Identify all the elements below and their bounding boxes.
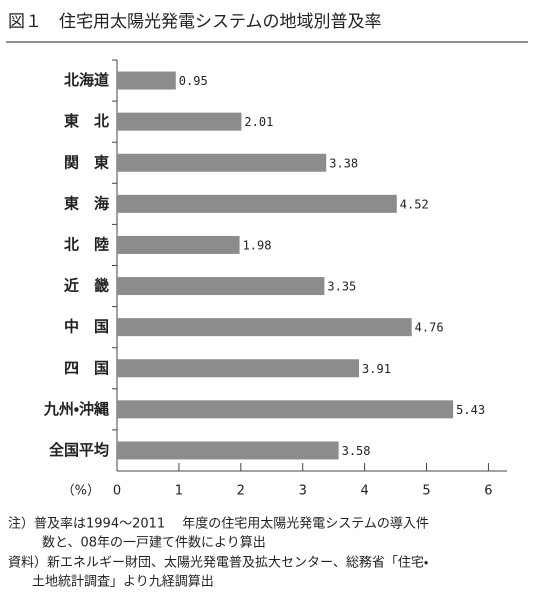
y-tick-label: 東 北 xyxy=(64,112,109,130)
chart-title: 図１ 住宅用太陽光発電システムの地域別普及率 xyxy=(8,12,382,32)
x-tick-label: 2 xyxy=(237,484,245,499)
y-tick-label: 関 東 xyxy=(64,153,109,171)
data-label: 4.52 xyxy=(400,197,429,211)
y-tick-label: 北海道 xyxy=(64,71,109,89)
x-tick-label: 5 xyxy=(422,484,430,499)
data-label: 1.98 xyxy=(243,238,272,252)
y-tick-label: 四 国 xyxy=(64,359,109,377)
bar xyxy=(117,441,339,460)
source-line: 資料）新エネルギー財団、太陽光発電普及拡大センター、総務省「住宅・ xyxy=(8,556,428,571)
data-label: 3.35 xyxy=(327,280,356,294)
x-tick-label: 3 xyxy=(299,484,307,499)
y-tick-label: 東 海 xyxy=(64,194,109,212)
data-label: 4.76 xyxy=(415,321,444,335)
x-tick-label: 6 xyxy=(484,484,492,499)
y-tick-label: 近 畿 xyxy=(64,277,109,295)
data-label: 3.38 xyxy=(329,156,358,170)
bar xyxy=(117,235,240,254)
bar xyxy=(117,318,412,337)
y-tick-label: 中 国 xyxy=(64,318,109,336)
y-tick-label: 九州・沖縄 xyxy=(43,400,109,418)
data-label: 3.91 xyxy=(362,362,391,376)
x-tick-label: 0 xyxy=(113,484,121,499)
note-line: 注）普及率は1994～2011 年度の住宅用太陽光発電システムの導入件 xyxy=(8,516,429,532)
x-tick-label: 1 xyxy=(175,484,183,499)
bar xyxy=(117,359,360,378)
bar xyxy=(117,400,454,419)
data-label: 0.95 xyxy=(179,74,208,88)
source-line: 土地統計調査」より九経調算出 xyxy=(32,574,214,590)
bar xyxy=(117,112,242,131)
data-label: 3.58 xyxy=(342,444,371,458)
bar xyxy=(117,153,327,172)
bar xyxy=(117,277,325,296)
bar xyxy=(117,194,397,213)
y-tick-label: 北 陸 xyxy=(64,235,109,253)
bar xyxy=(117,71,176,90)
y-tick-label: 全国平均 xyxy=(49,441,109,459)
note-line: 数と、08年の一戸建て件数により算出 xyxy=(42,536,266,551)
data-label: 5.43 xyxy=(456,403,485,417)
data-label: 2.01 xyxy=(244,115,273,129)
x-axis-label: （%） xyxy=(62,484,100,499)
x-tick-label: 4 xyxy=(360,484,368,499)
